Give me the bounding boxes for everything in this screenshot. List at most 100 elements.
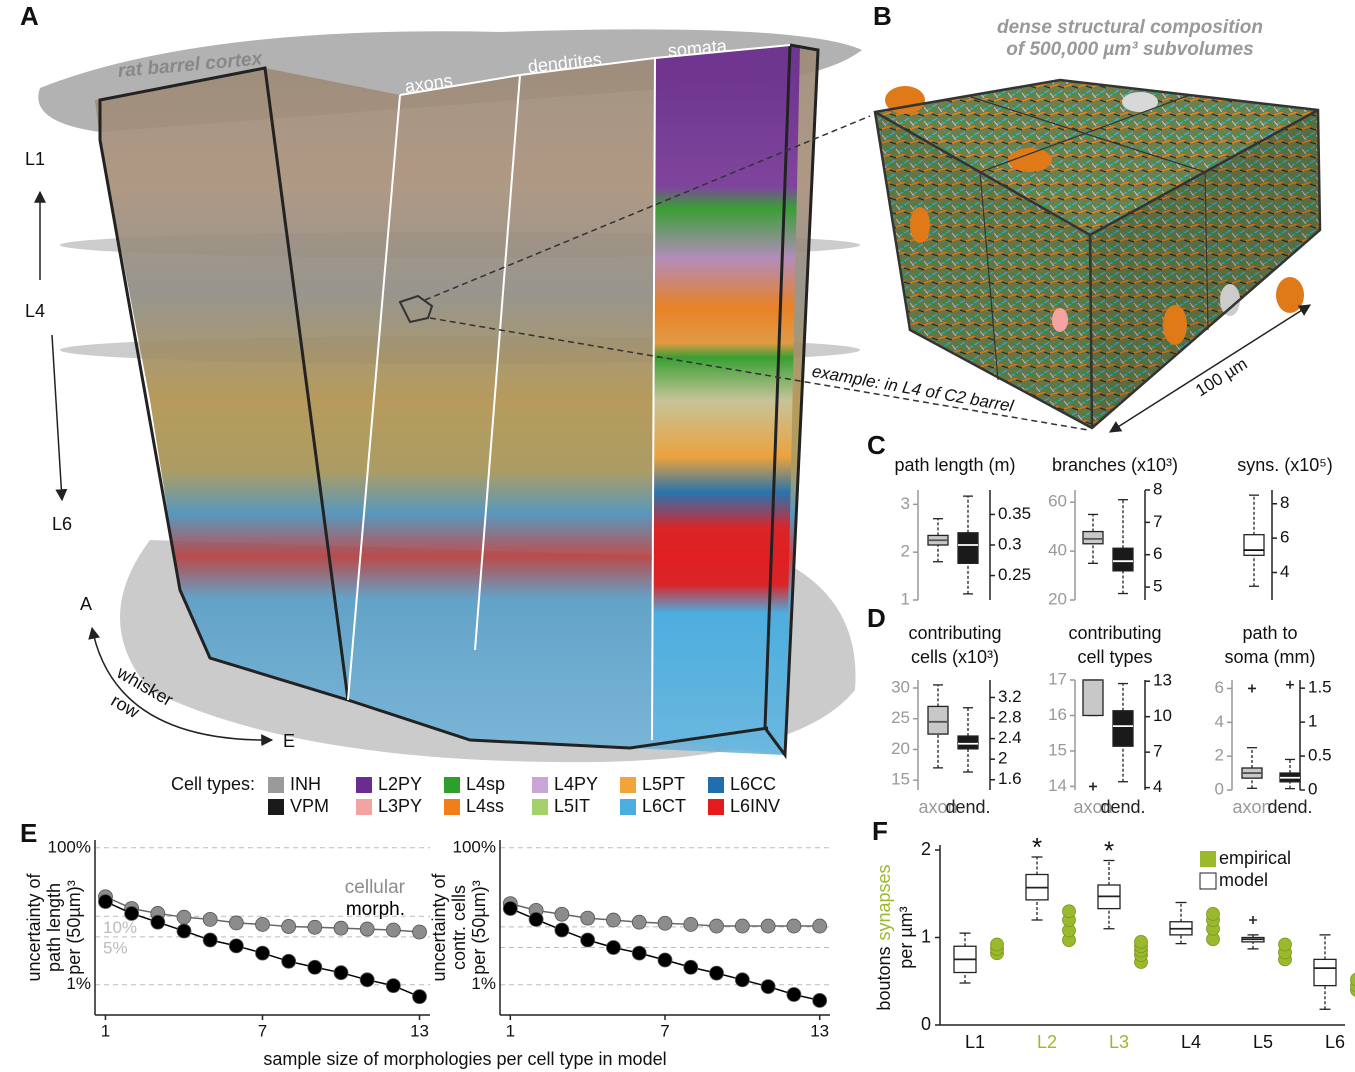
y-tick-label: 6 — [1215, 678, 1224, 697]
series-point — [684, 960, 698, 974]
series-point — [581, 911, 595, 925]
box-box — [1113, 548, 1133, 571]
x-tick-label: 1 — [101, 1021, 110, 1040]
y-tick-label: 0 — [1215, 779, 1224, 798]
box-box — [958, 533, 978, 564]
series-point — [787, 919, 801, 933]
y-axis-label: path length — [44, 883, 64, 972]
y-tick-label: 3 — [901, 494, 910, 513]
box-label: dend. — [1100, 797, 1145, 817]
series-point — [761, 980, 775, 994]
legend-swatch — [1200, 873, 1216, 889]
legend-label: morph. — [346, 899, 405, 920]
series-point — [710, 966, 724, 980]
box-box — [958, 736, 978, 749]
legend-swatch — [708, 799, 724, 815]
model-box-box — [1314, 959, 1336, 985]
y-axis-label: uncertainty of — [429, 872, 449, 981]
x-tick-label: 7 — [660, 1021, 669, 1040]
series-point — [386, 923, 400, 937]
y-tick-label: 30 — [891, 677, 910, 696]
series-point — [813, 919, 827, 933]
y2-tick-label: 13 — [1153, 671, 1172, 690]
y-tick-label: 40 — [1048, 541, 1067, 560]
x-tick-label: L2 — [1037, 1032, 1057, 1052]
series-point — [632, 946, 646, 960]
box-box — [1113, 711, 1133, 746]
outlier — [1248, 684, 1256, 692]
y-axis-label-part: boutons — [874, 946, 894, 1010]
y-tick-label: 4 — [1215, 712, 1224, 731]
y2-tick-label: 1 — [1308, 712, 1317, 731]
chart-title: cell types — [1077, 647, 1152, 667]
legend-swatch — [268, 777, 284, 793]
legend-swatch — [620, 777, 636, 793]
chart-title: branches (x10³) — [1052, 455, 1178, 475]
y-tick-label: 16 — [1048, 705, 1067, 724]
series-point — [256, 946, 270, 960]
series-point — [177, 910, 191, 924]
y2-tick-label: 8 — [1280, 493, 1289, 512]
y-tick-label: 20 — [1048, 589, 1067, 608]
chart-title: path to — [1242, 623, 1297, 643]
series-point — [360, 922, 374, 936]
series-point — [581, 933, 595, 947]
outlier — [1249, 916, 1257, 924]
series-point — [125, 906, 139, 920]
panel-b-render — [875, 80, 1320, 432]
panel-b-title: dense structural composition — [997, 17, 1263, 38]
y-tick-label: 60 — [1048, 492, 1067, 511]
series-point — [735, 919, 749, 933]
series-point — [203, 912, 217, 926]
y2-tick-label: 0 — [1308, 779, 1317, 798]
y-tick-label: 17 — [1048, 669, 1067, 688]
y-tick-label: 1 — [921, 926, 931, 946]
y-tick-label: 100% — [453, 837, 496, 856]
chart-title: soma (mm) — [1225, 647, 1316, 667]
box-label: dend. — [945, 797, 990, 817]
series-point — [308, 920, 322, 934]
axis-end: E — [283, 731, 295, 751]
empirical-point — [1207, 907, 1220, 920]
y2-tick-label: 7 — [1153, 742, 1162, 761]
y-tick-label: 20 — [891, 739, 910, 758]
x-tick-label: 1 — [506, 1021, 515, 1040]
series-point — [177, 924, 191, 938]
y-tick-label: 14 — [1048, 776, 1067, 795]
y2-tick-label: 6 — [1280, 528, 1289, 547]
legend-label: L4ss — [466, 796, 504, 816]
series-point — [334, 966, 348, 980]
outlier — [1089, 782, 1097, 790]
legend-swatch — [1200, 851, 1216, 867]
box-box — [1244, 535, 1264, 556]
y-axis-label: contr. cells — [449, 885, 469, 970]
panel-b-title: of 500,000 µm³ subvolumes — [1006, 39, 1253, 60]
figure: rat barrel cortex axons dendrites somata… — [0, 0, 1355, 1072]
y2-tick-label: 5 — [1153, 577, 1162, 596]
layer-label: L1 — [25, 149, 45, 169]
y-tick-label: 100% — [48, 837, 91, 856]
y-tick-label: 2 — [921, 839, 931, 859]
y-tick-label: 15 — [891, 770, 910, 789]
series-point — [308, 960, 322, 974]
legend-label: L5PT — [642, 774, 685, 794]
series-point — [282, 954, 296, 968]
series-point — [98, 895, 112, 909]
y-axis-label: per µm³ — [896, 906, 916, 968]
box-label: dend. — [1267, 797, 1312, 817]
y2-tick-label: 7 — [1153, 512, 1162, 531]
significance: * — [1104, 835, 1114, 865]
series-point — [360, 973, 374, 987]
y-axis-label: per (50µm)³ — [64, 880, 84, 974]
layer-label: L6 — [52, 514, 72, 534]
legend-label: L4PY — [554, 774, 598, 794]
legend-label: L6INV — [730, 796, 780, 816]
series-point — [606, 940, 620, 954]
series-point — [529, 912, 543, 926]
x-tick-label: L5 — [1253, 1032, 1273, 1052]
legend-swatch — [532, 799, 548, 815]
y2-tick-label: 10 — [1153, 706, 1172, 725]
y2-tick-label: 2.4 — [998, 728, 1022, 747]
chart-title: cells (x10³) — [911, 647, 999, 667]
series-point — [787, 988, 801, 1002]
